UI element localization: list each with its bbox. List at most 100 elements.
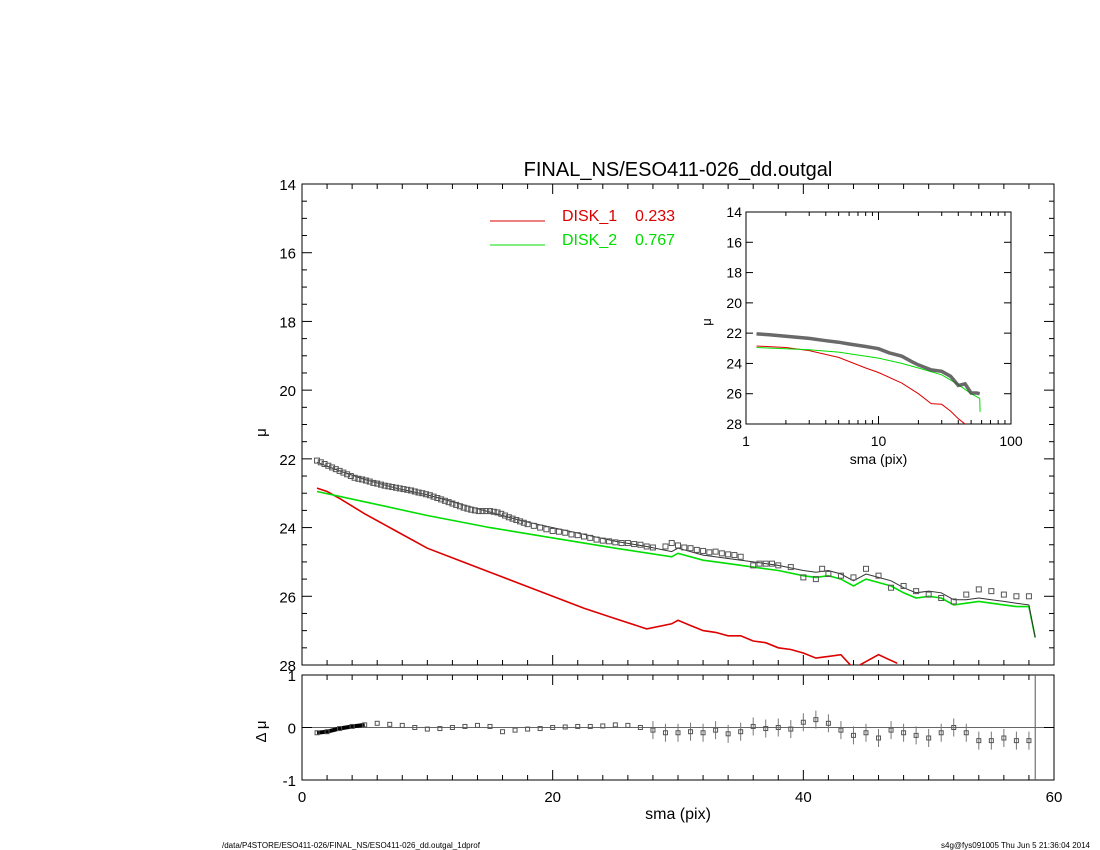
data-point: [687, 545, 694, 552]
residual-point: [650, 727, 656, 733]
data-point: [408, 487, 415, 494]
data-point: [555, 528, 562, 535]
residual-y-tick-label: 1: [288, 668, 296, 685]
residual-point: [675, 730, 681, 736]
residual-point: [938, 730, 944, 736]
inset-x-tick-label: 100: [999, 433, 1023, 449]
residual-point: [399, 722, 405, 728]
residual-point: [1026, 738, 1032, 744]
data-point: [668, 540, 675, 547]
inset-y-axis-label: μ: [699, 318, 714, 326]
residual-point: [901, 730, 907, 736]
residual-point: [951, 725, 957, 730]
data-point: [593, 536, 600, 543]
data-point: [574, 532, 581, 539]
residual-point: [314, 730, 320, 736]
data-point: [520, 519, 527, 526]
residual-point: [462, 723, 468, 729]
inset-x-axis-label: sma (pix): [850, 451, 908, 467]
footer-path: /data/P4STORE/ESO411-026/FINAL_NS/ESO411…: [222, 841, 481, 850]
y-tick-label: 14: [279, 177, 296, 194]
data-point: [377, 481, 384, 488]
residual-point: [963, 730, 969, 736]
inset-series-line-data: [756, 332, 981, 396]
data-point: [517, 518, 524, 525]
footer-stamp: s4g@fys091005 Thu Jun 5 21:36:04 2014: [941, 841, 1091, 850]
data-point: [396, 485, 403, 492]
inset-y-tick-label: 28: [726, 416, 742, 432]
residual-point: [550, 725, 556, 730]
residual-point: [850, 732, 856, 738]
residual-point: [988, 738, 994, 744]
data-point: [332, 466, 339, 473]
data-point: [374, 480, 381, 487]
residual-point: [437, 726, 443, 732]
data-point: [718, 550, 725, 557]
data-point: [441, 497, 448, 504]
data-point: [975, 586, 982, 593]
data-point: [725, 551, 732, 558]
data-point: [404, 486, 411, 493]
residual-point: [763, 726, 769, 732]
data-point: [769, 560, 775, 567]
x-tick-label: 20: [544, 789, 561, 806]
data-point: [643, 543, 650, 550]
data-point: [389, 484, 396, 491]
data-point: [649, 544, 656, 551]
x-tick-label: 60: [1046, 789, 1063, 806]
inset-y-tick-label: 18: [726, 265, 742, 281]
inset-y-tick-label: 20: [726, 295, 742, 311]
residual-point: [374, 720, 380, 726]
data-point: [568, 531, 575, 538]
residual-y-axis-label: Δ μ: [253, 720, 270, 742]
residual-point: [1001, 735, 1007, 741]
data-point: [756, 560, 763, 567]
residual-point: [324, 729, 330, 735]
data-point: [587, 534, 594, 541]
residual-point: [424, 726, 430, 732]
residual-point: [788, 726, 794, 732]
residual-point: [926, 735, 932, 741]
data-point: [618, 540, 625, 547]
data-point: [509, 515, 516, 522]
data-point: [366, 478, 373, 485]
data-point: [637, 541, 644, 548]
data-point: [494, 509, 501, 516]
residual-point: [688, 729, 694, 735]
data-point: [612, 539, 619, 546]
y-tick-label: 22: [279, 452, 296, 469]
data-point: [863, 565, 869, 572]
data-point: [329, 464, 336, 471]
data-point: [355, 475, 362, 482]
residual-point: [587, 723, 593, 729]
data-point: [812, 576, 819, 583]
data-point: [347, 473, 354, 480]
data-point: [423, 491, 430, 498]
data-point: [438, 496, 445, 503]
data-point: [344, 471, 351, 478]
data-point: [675, 542, 681, 549]
residual-point: [713, 727, 719, 733]
data-point: [787, 564, 794, 571]
residual-point: [575, 723, 581, 729]
data-point: [888, 584, 895, 591]
data-point: [479, 508, 486, 515]
residual-point: [750, 723, 756, 729]
data-point: [925, 591, 932, 598]
data-point: [850, 574, 857, 581]
residual-point: [913, 732, 919, 738]
residual-inner-line: [316, 722, 365, 735]
data-point: [875, 572, 882, 579]
data-point: [505, 514, 512, 521]
residual-point: [512, 727, 518, 733]
residual-point: [838, 727, 844, 733]
legend-value: 0.767: [635, 232, 675, 249]
residual-point: [487, 723, 493, 729]
data-point: [449, 500, 456, 507]
inset-series-line-disk-1: [756, 345, 966, 424]
residual-point: [625, 722, 631, 728]
data-point: [460, 504, 467, 511]
inset-series-group: [756, 332, 981, 424]
inset-y-tick-label: 24: [726, 355, 742, 371]
data-point: [434, 495, 441, 502]
